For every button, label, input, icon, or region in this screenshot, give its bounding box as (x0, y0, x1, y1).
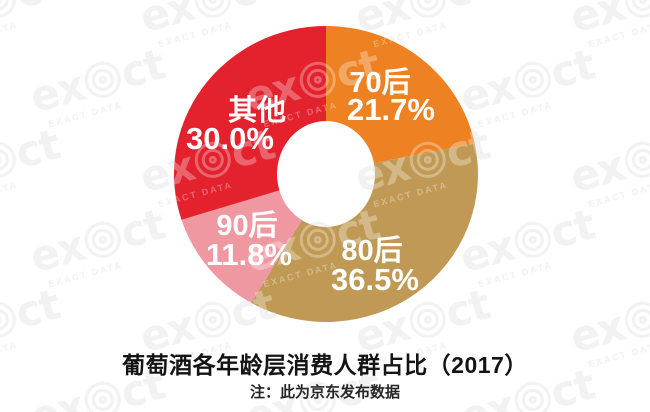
slice-label-other: 其他 (227, 95, 287, 127)
chart-title: 葡萄酒各年龄层消费人群占比（2017） (122, 352, 528, 378)
slice-label-post80s: 80后 (341, 235, 403, 267)
slice-pct-post70s: 21.7% (347, 92, 435, 127)
pie-slice-other (174, 25, 326, 220)
slice-pct-post90s: 11.8% (205, 237, 293, 272)
pie-slice-post90s (181, 190, 302, 303)
chart-source-note: 注：此为京东发布数据 (249, 384, 400, 401)
slice-label-post90s: 90后 (216, 210, 278, 242)
slice-pct-post80s: 36.5% (331, 262, 419, 297)
pie-slice-post70s (326, 26, 475, 164)
slice-label-post70s: 70后 (349, 67, 411, 99)
pie-slice-post80s (251, 143, 478, 322)
slice-pct-other: 30.0% (186, 121, 274, 156)
